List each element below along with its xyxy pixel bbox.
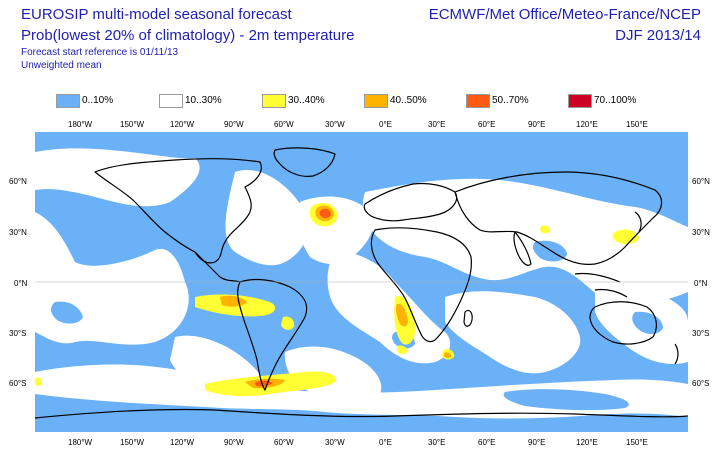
coast-asia [454, 171, 663, 265]
lon-tick-bottom: 30°W [325, 438, 345, 447]
lat-tick-left: 0°N [14, 279, 28, 288]
chart-title: EUROSIP multi-model seasonal forecast [21, 6, 292, 23]
lat-tick-left: 60°N [9, 177, 27, 186]
lon-tick-top: 60°E [478, 120, 496, 129]
lon-tick-top: 30°E [428, 120, 446, 129]
coast-new-zealand [674, 343, 679, 365]
coast-greenland [273, 147, 336, 177]
lon-tick-top: 150°E [626, 120, 648, 129]
lon-tick-bottom: 60°E [478, 438, 496, 447]
forecast-start-reference: Forecast start reference is 01/11/13 [21, 47, 179, 58]
lon-tick-bottom: 150°W [120, 438, 145, 447]
legend-label: 40..50% [390, 95, 427, 106]
lon-tick-top: 120°W [170, 120, 195, 129]
coast-australia [589, 301, 657, 345]
legend-swatch [364, 94, 388, 108]
legend-label: 0..10% [82, 95, 114, 106]
lon-tick-bottom: 180°W [68, 438, 93, 447]
lat-tick-left: 30°S [9, 329, 27, 338]
lon-tick-top: 150°W [120, 120, 145, 129]
lat-tick-left: 30°N [9, 228, 27, 237]
world-map [35, 132, 688, 432]
coast-antarctica [35, 408, 688, 419]
lon-tick-top: 0°E [379, 120, 392, 129]
region-0-10-patches [35, 240, 688, 432]
coastlines [35, 147, 688, 419]
coast-central-america [194, 251, 241, 283]
legend-swatch [159, 94, 183, 108]
coast-south-america [237, 278, 308, 391]
lat-tick-right: 30°N [692, 228, 710, 237]
lat-tick-right: 0°N [694, 279, 708, 288]
coast-madagascar [463, 309, 473, 327]
legend-swatch [568, 94, 592, 108]
lat-tick-right: 30°S [692, 329, 710, 338]
centres-label: ECMWF/Met Office/Meteo-France/NCEP [428, 6, 701, 23]
lon-tick-bottom: 120°W [170, 438, 195, 447]
legend-label: 70..100% [594, 95, 637, 106]
region-50-70 [255, 208, 331, 387]
season-label: DJF 2013/14 [615, 27, 701, 44]
lat-tick-right: 60°S [692, 379, 710, 388]
lon-tick-bottom: 90°E [528, 438, 546, 447]
coast-europe [363, 182, 458, 222]
legend-label: 10..30% [185, 95, 222, 106]
lon-tick-bottom: 60°W [274, 438, 294, 447]
lon-tick-top: 180°W [68, 120, 93, 129]
legend-label: 50..70% [492, 95, 529, 106]
coast-africa [370, 227, 472, 343]
legend-swatch [56, 94, 80, 108]
lon-tick-top: 30°W [325, 120, 345, 129]
lon-tick-bottom: 120°E [576, 438, 598, 447]
chart-subtitle: Prob(lowest 20% of climatology) - 2m tem… [21, 27, 355, 44]
lon-tick-bottom: 30°E [428, 438, 446, 447]
coast-north-america [94, 158, 262, 264]
legend-label: 30..40% [288, 95, 325, 106]
weighting-note: Unweighted mean [21, 60, 102, 71]
lon-tick-bottom: 90°W [224, 438, 244, 447]
coast-japan [634, 211, 642, 233]
lat-tick-left: 60°S [9, 379, 27, 388]
lon-tick-top: 90°E [528, 120, 546, 129]
legend-swatch [466, 94, 490, 108]
lat-tick-right: 60°N [692, 177, 710, 186]
lon-tick-bottom: 0°E [379, 438, 392, 447]
coast-indonesia [574, 272, 628, 298]
lon-tick-bottom: 150°E [626, 438, 648, 447]
lon-tick-top: 120°E [576, 120, 598, 129]
lon-tick-top: 60°W [274, 120, 294, 129]
lon-tick-top: 90°W [224, 120, 244, 129]
coast-india [513, 231, 532, 266]
legend-swatch [262, 94, 286, 108]
